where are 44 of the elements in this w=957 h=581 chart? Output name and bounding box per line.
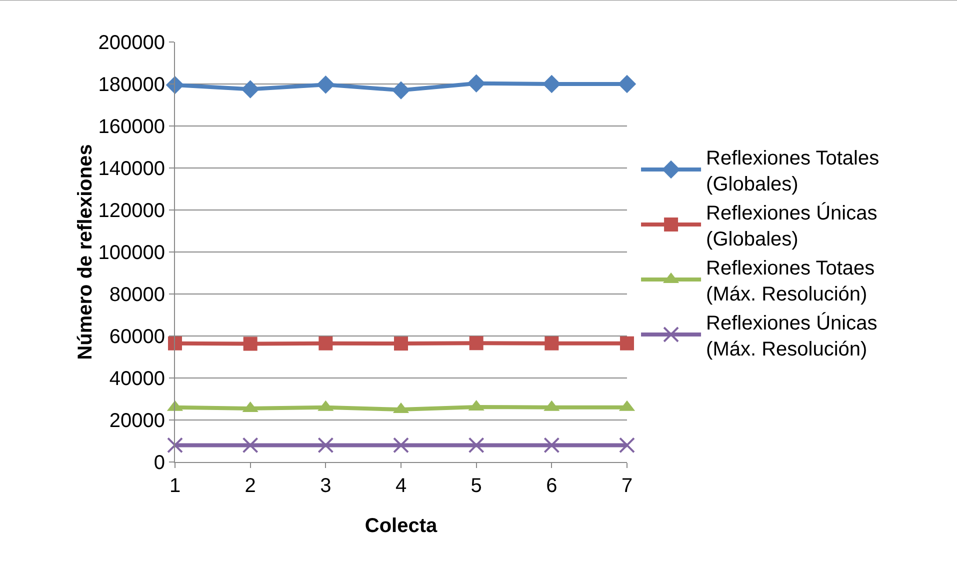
y-tick-label: 120000 bbox=[98, 200, 165, 222]
y-tick-label: 80000 bbox=[109, 284, 165, 306]
point bbox=[316, 76, 335, 94]
y-tick-label: 20000 bbox=[109, 410, 165, 432]
point bbox=[168, 336, 182, 350]
point bbox=[167, 437, 183, 454]
point bbox=[242, 437, 258, 454]
x-tick-label: 4 bbox=[395, 475, 407, 497]
x-tick-label: 7 bbox=[621, 475, 633, 497]
x-tick-label: 6 bbox=[546, 475, 558, 497]
x-tick-label: 3 bbox=[320, 475, 332, 497]
point bbox=[467, 74, 486, 92]
y-tick-label: 0 bbox=[154, 452, 165, 474]
point bbox=[394, 336, 408, 351]
point bbox=[468, 437, 484, 454]
y-tick-label: 140000 bbox=[98, 158, 165, 180]
y-tick-label: 100000 bbox=[98, 242, 165, 264]
y-tick-label: 200000 bbox=[98, 32, 165, 54]
point bbox=[243, 336, 258, 351]
x-tick-label: 2 bbox=[244, 475, 256, 497]
y-tick-label: 180000 bbox=[98, 74, 165, 96]
point bbox=[318, 336, 333, 350]
legend-label: Reflexiones Totales (Globales) bbox=[706, 147, 880, 196]
point bbox=[318, 437, 334, 454]
point bbox=[544, 437, 560, 454]
x-axis-title: Colecta bbox=[364, 515, 438, 537]
y-tick-label: 40000 bbox=[109, 368, 165, 390]
point bbox=[241, 80, 260, 98]
y-axis-title: Número de reflexiones bbox=[74, 144, 96, 360]
point bbox=[542, 74, 561, 94]
y-tick-label: 160000 bbox=[98, 116, 165, 138]
point bbox=[620, 336, 634, 350]
y-tick-label: 60000 bbox=[109, 326, 165, 348]
point bbox=[393, 437, 409, 454]
legend-label: Reflexiones Únicas (Globales) bbox=[706, 201, 878, 250]
legend-label: Reflexiones Únicas (Máx. Resolución) bbox=[706, 311, 878, 360]
point bbox=[392, 81, 410, 100]
legend-label: Reflexiones Totaes (Máx. Resolución) bbox=[706, 257, 875, 306]
point bbox=[469, 336, 484, 350]
point bbox=[544, 336, 559, 350]
x-tick-label: 1 bbox=[169, 475, 181, 497]
x-tick-label: 5 bbox=[470, 475, 482, 497]
point bbox=[619, 437, 635, 454]
point bbox=[166, 76, 184, 94]
